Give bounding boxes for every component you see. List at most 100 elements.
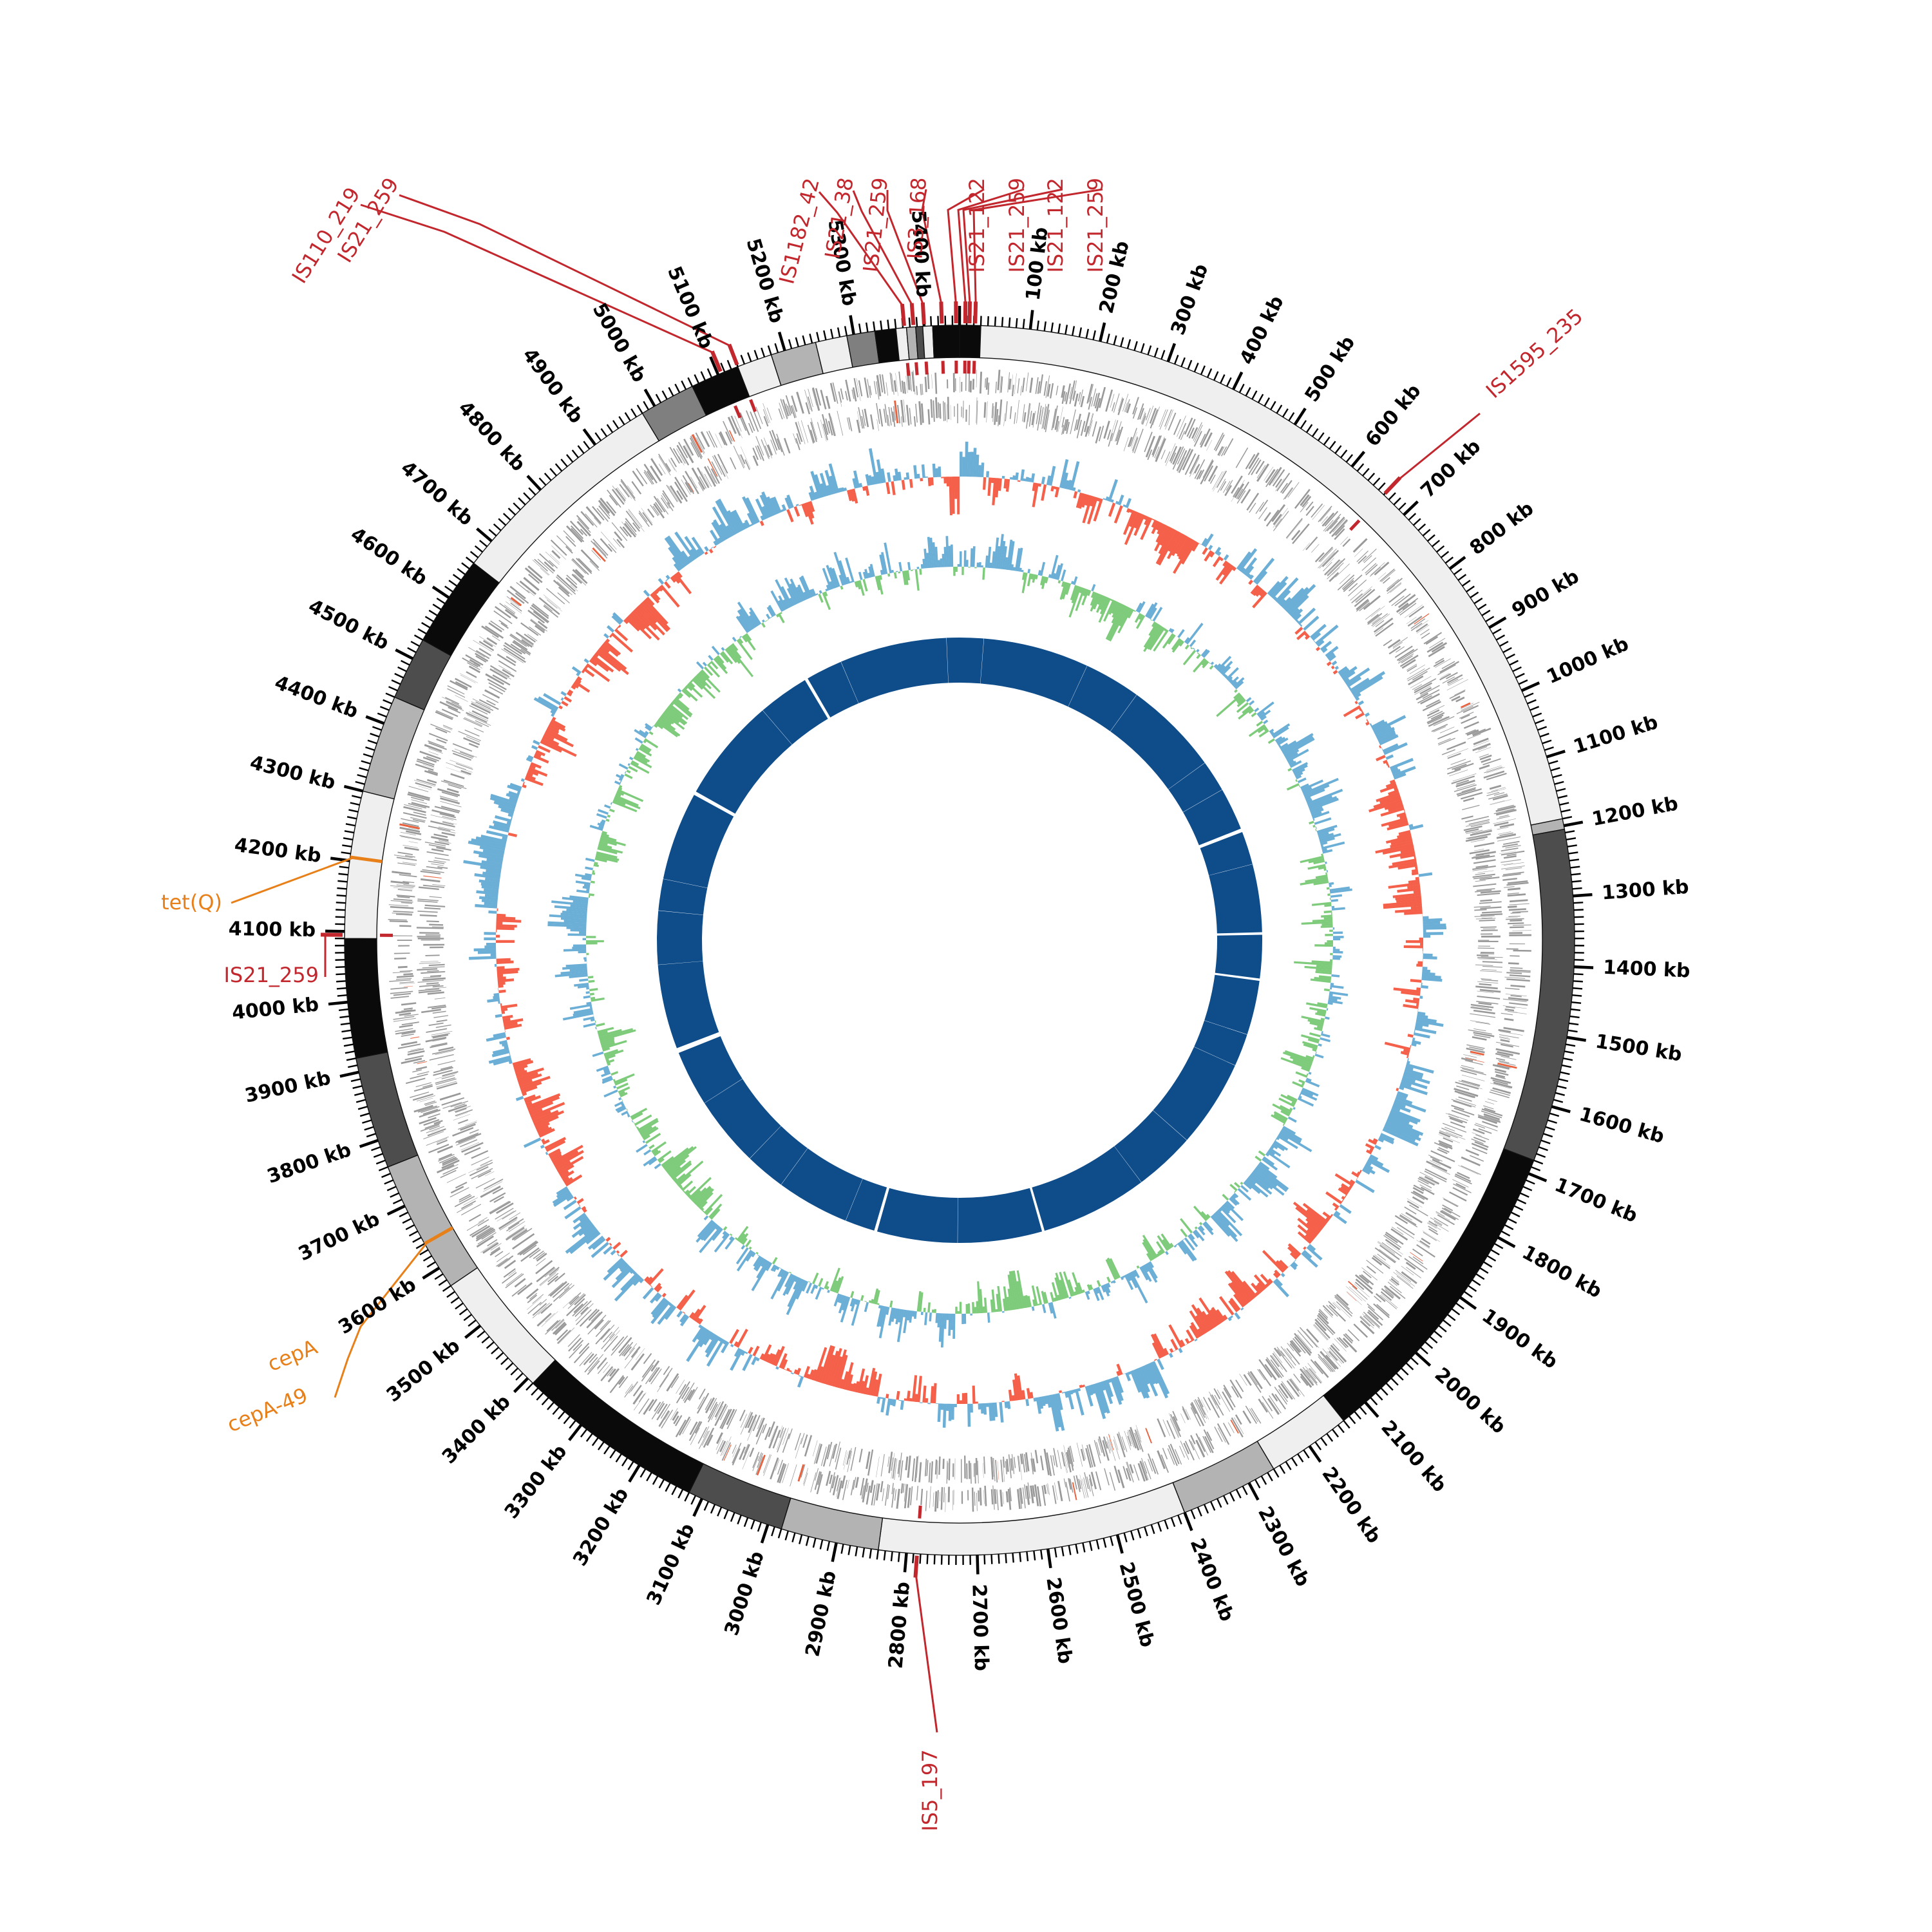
deviation-bar	[651, 1141, 667, 1153]
contig-segment[interactable]	[362, 696, 425, 800]
axis-major-tick	[1350, 450, 1366, 468]
cds-feature	[1268, 467, 1282, 486]
cds-feature	[1490, 1083, 1511, 1089]
cds-feature	[404, 1014, 419, 1017]
deviation-bar	[829, 475, 837, 494]
cds-feature	[555, 1320, 565, 1329]
contig-segment[interactable]	[344, 790, 395, 940]
cds-feature	[940, 1487, 943, 1510]
cds-feature	[1496, 1041, 1520, 1047]
cds-feature	[905, 375, 908, 393]
contig-segment[interactable]	[770, 341, 824, 386]
contig-segment[interactable]	[344, 938, 388, 1059]
cds-feature	[883, 408, 887, 423]
cds-feature	[1154, 446, 1160, 459]
deviation-bar	[674, 573, 692, 594]
axis-minor-tick	[1547, 1119, 1557, 1124]
cds-feature	[1363, 1311, 1380, 1327]
deviation-bar	[1192, 1231, 1200, 1238]
cds-feature	[435, 1073, 457, 1079]
cds-feature	[437, 1145, 453, 1153]
contig-segment[interactable]	[959, 325, 981, 359]
cds-feature	[431, 1006, 447, 1010]
cds-feature	[1191, 1441, 1200, 1460]
cds-feature	[1245, 453, 1256, 469]
deviation-bar	[601, 1077, 613, 1084]
cds-feature	[630, 1346, 641, 1358]
deviation-bar	[1325, 1191, 1343, 1204]
cds-feature	[1235, 1379, 1244, 1392]
cds-feature	[966, 1463, 968, 1479]
deviation-bar	[1294, 961, 1332, 966]
cds-feature	[532, 1302, 551, 1319]
deviation-bar	[978, 465, 981, 477]
cds-feature	[752, 1455, 759, 1472]
cds-feature	[1126, 1462, 1131, 1475]
deviation-bar	[1322, 1211, 1332, 1220]
cds-feature	[1509, 934, 1531, 936]
cds-feature	[1073, 1475, 1077, 1490]
contig-segment[interactable]	[781, 1497, 884, 1551]
deviation-bar	[1230, 1196, 1240, 1205]
contig-segment[interactable]	[846, 330, 880, 368]
cds-feature	[1454, 784, 1477, 792]
deviation-bar	[553, 1193, 573, 1208]
deviation-bar	[738, 615, 751, 632]
cds-feature	[1273, 513, 1282, 526]
deviation-bar	[772, 497, 782, 513]
cds-feature	[1401, 659, 1416, 669]
deviation-bar	[824, 469, 835, 495]
deviation-bar	[551, 719, 566, 729]
cds-feature	[1469, 1046, 1484, 1051]
contig-segment[interactable]	[532, 1359, 704, 1493]
cds-feature	[436, 738, 447, 744]
deviation-bar	[616, 773, 624, 780]
cds-feature	[428, 751, 439, 755]
deviation-bar	[1168, 1324, 1183, 1349]
coverage-block	[946, 638, 960, 683]
cds-feature	[473, 639, 493, 652]
cds-feature	[979, 1487, 982, 1506]
cds-feature	[423, 1131, 444, 1140]
cds-feature	[615, 488, 626, 502]
deviation-bar	[1038, 1396, 1044, 1409]
cds-feature	[1396, 649, 1415, 661]
axis-minor-tick	[1520, 1192, 1530, 1198]
cds-feature	[1427, 710, 1443, 719]
cds-feature	[1470, 839, 1485, 843]
contig-segment[interactable]	[874, 328, 900, 364]
deviation-bar	[719, 652, 729, 663]
cds-feature	[782, 1463, 789, 1483]
contig-segment[interactable]	[922, 325, 935, 359]
cds-feature	[1475, 747, 1491, 753]
deviation-bar	[1393, 1101, 1406, 1108]
cds-feature	[477, 1170, 491, 1178]
cds-feature	[403, 973, 413, 976]
cds-feature	[621, 1341, 634, 1356]
cds-feature	[643, 1352, 652, 1365]
cds-feature	[944, 402, 946, 421]
deviation-bar	[1103, 498, 1106, 500]
deviation-bar	[1339, 1204, 1352, 1215]
deviation-bar	[972, 448, 977, 477]
deviation-bar	[1376, 755, 1386, 762]
cds-feature	[556, 576, 576, 595]
cds-feature	[807, 396, 813, 412]
cds-feature	[1430, 1150, 1455, 1162]
axis-major-tick	[1520, 681, 1540, 692]
cds-feature	[1212, 471, 1223, 490]
deviation-bar	[1130, 1370, 1142, 1393]
cds-feature	[468, 1163, 488, 1173]
cds-feature	[1214, 1394, 1220, 1405]
cds-feature	[1509, 943, 1526, 945]
contig-segment[interactable]	[932, 325, 960, 359]
cds-feature	[1374, 562, 1390, 576]
cds-feature	[1022, 404, 1025, 422]
contig-segment[interactable]	[355, 1051, 419, 1168]
cds-feature	[1182, 449, 1194, 471]
deviation-bar	[1037, 483, 1042, 487]
deviation-bar	[1332, 938, 1341, 941]
cds-feature	[1474, 915, 1495, 917]
deviation-bar	[967, 451, 971, 477]
cds-feature	[1457, 1171, 1470, 1179]
